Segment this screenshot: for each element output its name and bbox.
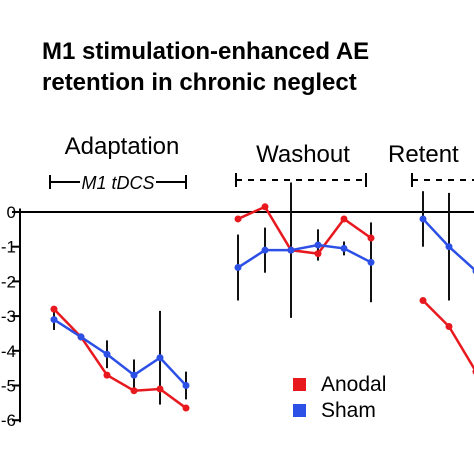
y-tick-label: -6 [1,411,16,430]
y-tick-label: -4 [1,342,16,361]
data-point-anodal [314,250,322,258]
axes: 0 -1 -2 -3 -4 -5 -6 [1,203,474,430]
data-point-sham [287,246,295,254]
data-point-anodal [103,371,111,379]
data-point-sham [445,243,453,251]
series-points [50,203,474,412]
legend-label-sham: Sham [321,399,376,422]
chart-title-line-1: M1 stimulation-enhanced AE [42,38,370,65]
series-line-sham [237,243,372,269]
data-point-anodal [445,323,453,331]
data-point-anodal [50,305,58,313]
data-point-anodal [340,215,348,223]
data-point-sham [340,244,348,252]
data-point-sham [419,215,427,223]
data-point-anodal [261,203,269,211]
series-line-anodal [422,299,474,371]
chart-title: M1 stimulation-enhanced AE retention in … [42,36,369,98]
data-point-sham [156,354,164,362]
error-bars [53,182,450,405]
chart-title-line-2: retention in chronic neglect [42,69,357,96]
data-point-anodal [182,404,190,412]
data-point-sham [50,316,58,324]
series-line-anodal [237,205,372,255]
data-point-sham [182,382,190,389]
data-point-sham [367,258,375,266]
legend: Anodal Sham [293,373,386,422]
data-point-sham [234,264,242,272]
series-line-anodal [53,308,187,410]
y-tick-label: 0 [7,203,16,222]
data-point-anodal [234,215,242,223]
data-point-sham [130,371,138,379]
data-point-anodal [419,296,427,304]
phase-label: Washout [256,141,350,168]
data-point-sham [103,350,111,358]
y-tick-label: -3 [1,307,16,326]
legend-swatch-sham [293,404,306,417]
y-tick-label: -5 [1,377,16,396]
phase-sublabel: M1 tDCS [81,173,154,193]
phase-label: Adaptation [65,133,180,160]
y-tick-label: -2 [1,272,16,291]
phase-label: Retent [388,141,459,168]
data-point-anodal [156,385,164,393]
series-line-sham [53,318,187,387]
data-point-sham [261,246,269,254]
legend-label-anodal: Anodal [321,373,386,396]
data-point-anodal [130,387,138,395]
y-tick-label: -1 [1,238,16,257]
phase-labels: Adaptation M1 tDCS Washout Retent [49,133,474,193]
data-point-sham [77,333,85,341]
data-point-anodal [367,234,375,242]
data-point-sham [314,241,322,249]
legend-swatch-anodal [293,378,306,391]
